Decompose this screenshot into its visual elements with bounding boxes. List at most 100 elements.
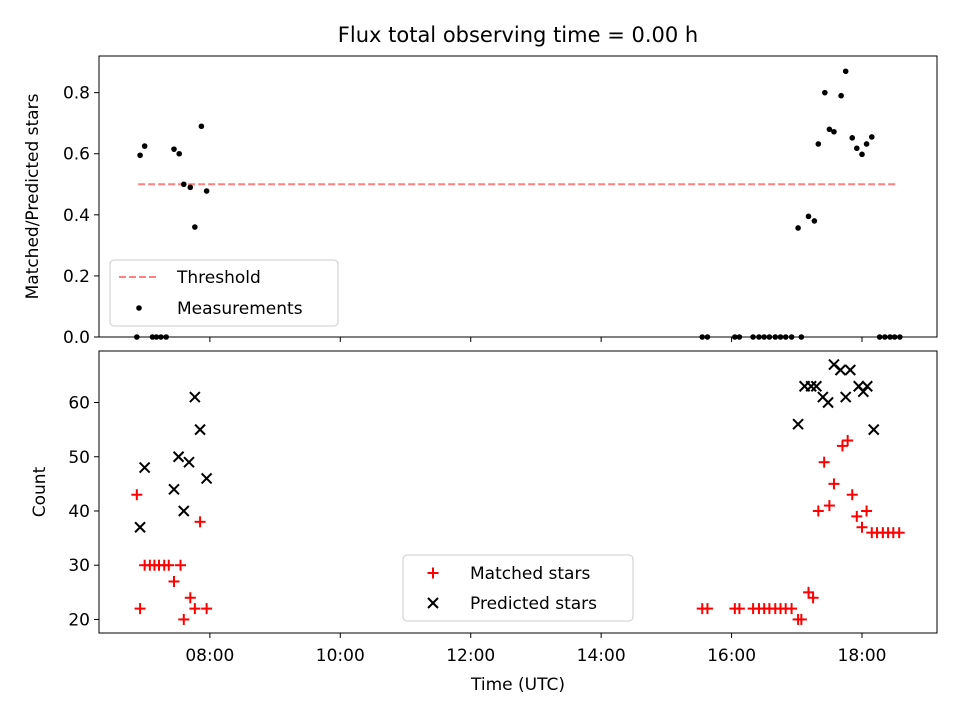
matched-star-point	[812, 505, 824, 517]
predicted-star-point-b	[183, 456, 195, 468]
measurement-point	[811, 218, 818, 224]
predicted-star-point	[810, 380, 823, 392]
matched-star-point	[163, 559, 175, 571]
measurement-point	[176, 150, 183, 157]
top-ytick-label: 0.6	[63, 145, 90, 165]
legend-matched-swatch	[427, 567, 439, 579]
predicted-star-point-b	[861, 380, 873, 392]
matched-star-point	[184, 592, 196, 604]
measurement-point	[137, 152, 143, 159]
matched-star-point	[134, 603, 146, 615]
predicted-star-point-b	[792, 418, 804, 430]
predicted-star-point-b	[817, 391, 829, 403]
predicted-star-point	[861, 380, 873, 392]
measurement-point	[187, 184, 194, 191]
matched-star-point	[856, 521, 868, 533]
top-ytick-label: 0.8	[63, 84, 90, 104]
bottom-ytick-label: 50	[68, 448, 90, 468]
predicted-star-point	[834, 364, 847, 376]
legend-matched-label: Matched stars	[470, 564, 590, 584]
matched-star-point	[851, 510, 863, 522]
bottom-xtick-label: 08:00	[185, 646, 234, 666]
predicted-star-point	[200, 472, 213, 485]
bottom-ytick-label: 60	[68, 394, 90, 414]
predicted-star-point	[857, 385, 870, 398]
top-ytick-label: 0.0	[63, 328, 90, 348]
predicted-star-point-b	[828, 358, 840, 371]
bottom-xtick-label: 18:00	[838, 646, 887, 666]
predicted-star-point	[168, 483, 180, 495]
predicted-star-point-b	[168, 483, 180, 495]
matched-star-point	[175, 559, 187, 571]
matched-star-point	[795, 613, 807, 625]
bottom-xlabel: Time (UTC)	[470, 675, 565, 695]
measurement-point	[192, 224, 198, 230]
bottom-xtick-label: 12:00	[446, 646, 495, 666]
matched-star-point	[168, 575, 180, 587]
measurement-point	[822, 89, 828, 96]
bottom-panel: 20 30 40 50 60 08:00 10:00 12:00 14:00 16:00 18:00…	[30, 350, 938, 695]
predicted-star-point-b	[857, 385, 870, 398]
measurement-point	[795, 225, 801, 231]
top-axes-frame	[98, 55, 938, 338]
bottom-ytick-label: 40	[68, 502, 90, 522]
top-ytick-label: 0.4	[63, 206, 90, 226]
predicted-star-point-b	[868, 423, 880, 436]
matched-star-point	[807, 592, 819, 604]
predicted-star-point-b	[134, 521, 146, 533]
legend-threshold-label: Threshold	[176, 268, 261, 288]
predicted-star-point	[844, 364, 856, 376]
predicted-star-point	[134, 521, 146, 533]
predicted-star-point-b	[138, 461, 151, 474]
matched-star-point	[818, 456, 830, 468]
matched-star-point	[842, 434, 854, 446]
matched-star-point	[786, 603, 798, 615]
bottom-xtick-label: 14:00	[577, 646, 626, 666]
measurement-point	[859, 151, 865, 158]
measurement-point	[826, 126, 833, 133]
predicted-star-point-b	[822, 396, 834, 409]
predicted-star-point	[183, 456, 195, 468]
chart-title: Flux total observing time = 0.00 h	[338, 23, 698, 47]
predicted-star-point	[868, 423, 880, 436]
predicted-star-point	[805, 380, 817, 392]
matched-star-point	[131, 489, 143, 501]
legend-predicted-label: Predicted stars	[470, 594, 597, 614]
legend-measurements-label: Measurements	[177, 299, 303, 319]
measurement-point	[838, 92, 844, 99]
top-ytick-label: 0.2	[63, 267, 90, 287]
matched-star-point	[733, 603, 745, 615]
measurement-point	[831, 128, 837, 135]
measurement-point	[868, 134, 875, 140]
predicted-star-point-b	[810, 380, 823, 392]
predicted-star-point-b	[189, 391, 201, 403]
bottom-xtick-label: 10:00	[316, 646, 365, 666]
matched-star-point	[861, 505, 873, 517]
measurement-point	[180, 181, 187, 188]
matched-star-point	[201, 603, 213, 615]
predicted-star-point	[138, 461, 151, 474]
predicted-star-point	[194, 423, 206, 436]
predicted-star-point-b	[194, 423, 206, 436]
measurement-point	[198, 123, 205, 130]
bottom-ytick-label: 30	[68, 556, 90, 576]
predicted-star-point	[178, 505, 190, 517]
matched-star-point	[823, 500, 835, 512]
measurement-point	[815, 141, 822, 147]
bottom-ylabel: Count	[30, 466, 50, 517]
predicted-star-point-b	[172, 451, 185, 463]
predicted-star-point-b	[844, 364, 856, 376]
measurement-point	[203, 188, 210, 194]
predicted-star-point-b	[839, 391, 852, 403]
legend-measurements-swatch	[136, 305, 142, 311]
bottom-axes-frame	[98, 350, 938, 634]
measurement-point	[805, 213, 812, 220]
matched-star-point	[828, 478, 840, 490]
matched-star-point	[189, 603, 201, 615]
measurement-point	[863, 141, 870, 147]
matched-star-point	[701, 603, 713, 615]
measurement-point	[842, 68, 849, 75]
bottom-legend-box	[402, 554, 634, 622]
legend-predicted-swatch-b	[427, 597, 439, 609]
